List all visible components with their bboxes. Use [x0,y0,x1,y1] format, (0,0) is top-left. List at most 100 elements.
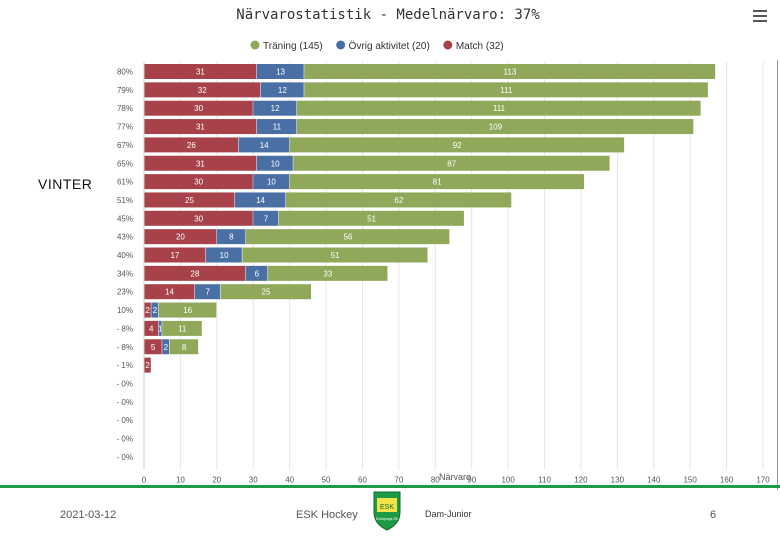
x-tick-label: 70 [394,476,403,485]
bar-other [256,119,297,135]
x-axis-title: Närvaro [439,472,471,482]
bar-match [144,339,162,355]
bar-other [216,229,246,245]
bar-match [144,357,151,373]
data-label: 30 [194,214,203,223]
data-label: 10 [267,178,276,187]
y-tick-label: 61% [117,178,133,187]
legend-marker-training [250,40,260,50]
chart-frame-edge [777,60,778,490]
data-label: 92 [453,141,462,150]
bar-training [245,229,450,245]
data-label: 12 [278,86,287,95]
data-label: 16 [183,306,192,315]
bar-other [260,82,304,98]
data-label: 109 [489,123,503,132]
club-logo: ESK Enköpings SK [373,491,401,531]
legend-label-match: Match (32) [456,41,504,52]
data-label: 8 [229,233,234,242]
data-label: 2 [145,361,150,370]
bar-other [158,320,162,336]
svg-text:Enköpings SK: Enköpings SK [376,517,399,521]
bar-other [256,155,293,171]
y-tick-label: - 0% [117,453,133,462]
y-tick-label: - 1% [117,361,133,370]
svg-text:ESK: ESK [380,504,394,511]
chart-menu-icon[interactable] [753,10,767,22]
bar-training [169,339,199,355]
data-label: 6 [255,269,260,278]
bar-other [253,210,279,226]
data-label: 11 [178,324,187,333]
bar-match [144,100,253,116]
bar-other [194,284,220,300]
x-axis: 0 10 20 30 40 50 60 70 80 90 100 110 120 130 140 150 160… [142,62,770,485]
bar-match [144,82,261,98]
y-tick-label: 65% [117,159,133,168]
data-label: 2 [164,343,169,352]
bar-match [144,320,159,336]
legend-label-training: Träning (145) [263,41,323,52]
bar-other [253,174,290,190]
data-label: 30 [194,178,203,187]
footer-organization: ESK Hockey [296,509,358,521]
bar-other [256,64,304,79]
data-label: 26 [187,141,196,150]
y-tick-label: 45% [117,214,133,223]
data-label: 51 [331,251,340,260]
data-label: 11 [273,123,282,132]
data-label: 31 [196,159,205,168]
legend-label-other: Övrig aktivitet (20) [349,40,430,52]
x-tick-label: 10 [176,476,185,485]
footer-team: Dam-Junior [425,509,472,519]
data-label: 32 [198,86,207,95]
data-label: 25 [185,196,194,205]
data-label: 12 [271,104,280,113]
y-tick-label: - 0% [117,398,133,407]
data-label: 2 [153,306,158,315]
x-tick-label: 130 [611,476,625,485]
data-label: 4 [149,324,154,333]
bar-other [162,339,169,355]
data-label: 56 [343,233,352,242]
bar-match [144,137,239,153]
bar-training [304,82,708,98]
footer-date: 2021-03-12 [60,509,117,521]
data-label: 17 [170,251,179,260]
bar-training [242,247,428,263]
y-tick-label: 43% [117,233,133,242]
y-tick-label: 40% [117,251,133,260]
x-tick-label: 80 [431,476,440,485]
attendance-chart: Närvarostatistik - Medelnärvaro: 37% Trä… [117,7,771,485]
data-label: 25 [262,288,271,297]
bar-match [144,64,257,79]
bar-other [245,265,268,281]
y-tick-label: 51% [117,196,133,205]
y-tick-label: - 8% [117,343,133,352]
data-label: 14 [256,196,265,205]
x-tick-label: 90 [467,476,476,485]
data-label: 1 [158,324,163,333]
season-label: VINTER [38,176,93,192]
data-label: 111 [500,86,513,95]
bar-training [293,155,610,171]
y-tick-label: 10% [117,306,133,315]
bar-match [144,210,253,226]
legend-marker-other [336,40,346,50]
y-tick-label: 80% [117,68,133,77]
data-label: 87 [447,159,456,168]
x-tick-label: 160 [720,476,734,485]
data-label: 62 [394,196,403,205]
x-tick-label: 20 [212,476,221,485]
bar-training [220,284,311,300]
bar-other [253,100,297,116]
data-label: 7 [264,214,269,223]
bar-training [286,192,512,208]
bar-training [162,320,202,336]
data-label: 20 [176,233,185,242]
y-tick-label: 77% [117,123,133,132]
data-label: 51 [367,214,376,223]
y-axis: 80% 79% 78% 77% 67% 65% 61% 51% 45% 43% 40% 34% 23% 1… [117,68,133,462]
bar-training [158,302,217,318]
